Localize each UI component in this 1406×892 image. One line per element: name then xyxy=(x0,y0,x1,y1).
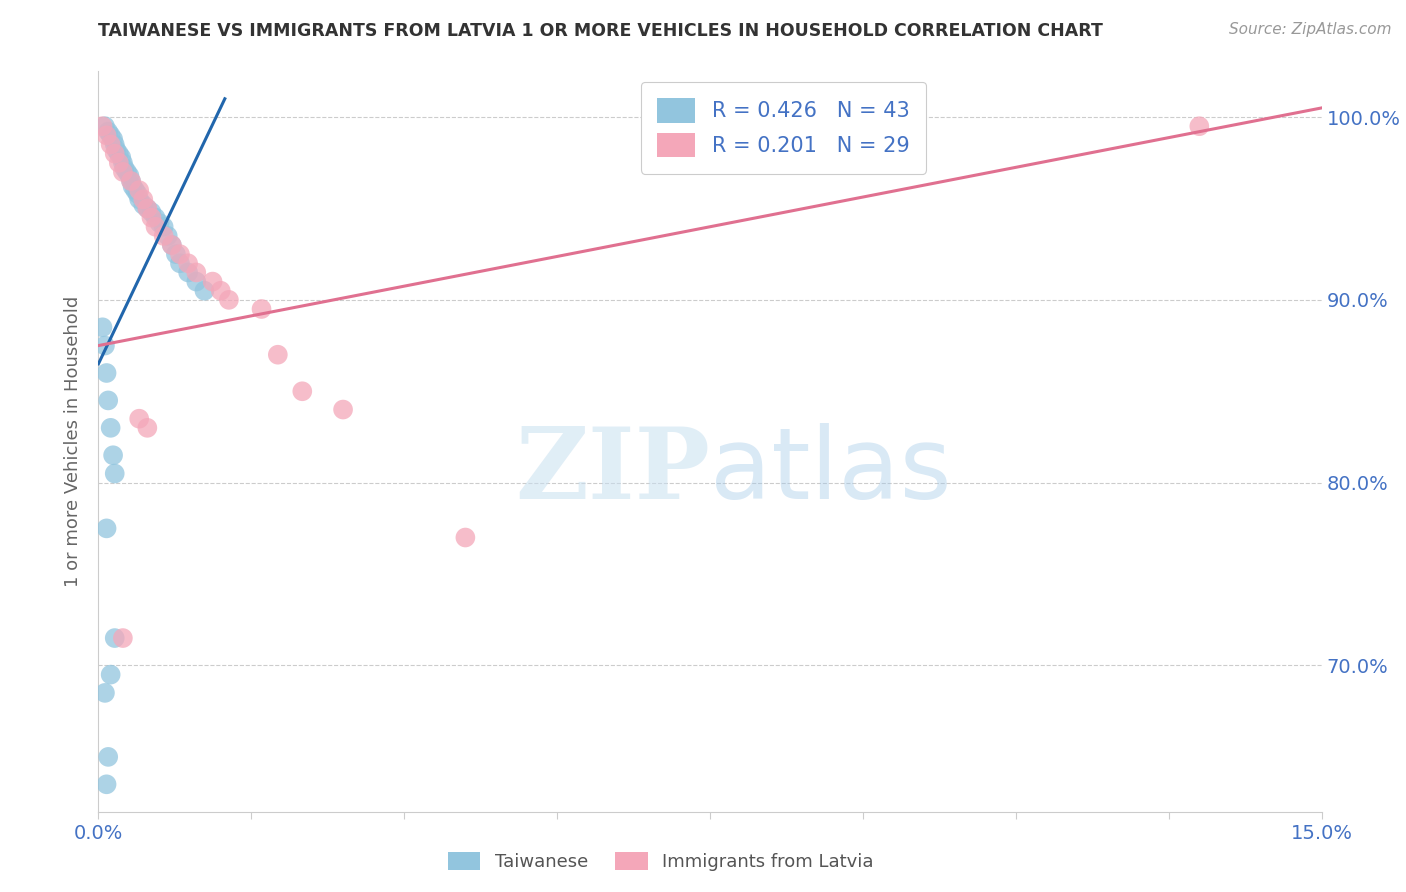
Point xyxy=(96,521,118,535)
Point xyxy=(136,421,159,435)
Point xyxy=(149,216,172,230)
Point xyxy=(160,238,183,252)
Point xyxy=(96,366,118,380)
Point xyxy=(186,265,208,279)
Legend: R = 0.426   N = 43, R = 0.201   N = 29: R = 0.426 N = 43, R = 0.201 N = 29 xyxy=(641,82,927,174)
Point xyxy=(291,384,314,399)
Point xyxy=(136,202,159,216)
Point xyxy=(209,284,232,298)
Point xyxy=(132,198,155,212)
Point xyxy=(201,275,224,289)
Point xyxy=(94,119,117,133)
Point xyxy=(127,186,149,201)
Point xyxy=(141,205,163,219)
Point xyxy=(145,211,167,225)
Point xyxy=(108,146,131,161)
Point xyxy=(97,750,120,764)
Point xyxy=(91,119,114,133)
Point xyxy=(96,128,118,143)
Point xyxy=(91,320,114,334)
Text: Source: ZipAtlas.com: Source: ZipAtlas.com xyxy=(1229,22,1392,37)
Point xyxy=(128,183,150,197)
Point xyxy=(115,165,138,179)
Point xyxy=(454,531,477,545)
Point xyxy=(94,686,117,700)
Point xyxy=(108,155,131,169)
Point xyxy=(132,192,155,206)
Point xyxy=(177,265,200,279)
Point xyxy=(169,256,191,270)
Point xyxy=(104,467,127,481)
Point xyxy=(124,183,146,197)
Point xyxy=(94,338,117,352)
Point xyxy=(177,256,200,270)
Text: TAIWANESE VS IMMIGRANTS FROM LATVIA 1 OR MORE VEHICLES IN HOUSEHOLD CORRELATION : TAIWANESE VS IMMIGRANTS FROM LATVIA 1 OR… xyxy=(98,22,1104,40)
Point xyxy=(128,192,150,206)
Point xyxy=(193,284,215,298)
Point xyxy=(111,165,134,179)
Point xyxy=(186,275,208,289)
Point xyxy=(267,348,290,362)
Point xyxy=(101,448,124,462)
Point xyxy=(105,143,128,157)
Point xyxy=(120,174,142,188)
Point xyxy=(218,293,240,307)
Point xyxy=(111,155,134,169)
Point xyxy=(96,777,118,791)
Point xyxy=(100,667,122,681)
Point xyxy=(104,146,127,161)
Point xyxy=(160,238,183,252)
Text: atlas: atlas xyxy=(710,423,952,520)
Point xyxy=(145,219,167,234)
Y-axis label: 1 or more Vehicles in Household: 1 or more Vehicles in Household xyxy=(65,296,83,587)
Point xyxy=(152,228,174,243)
Point xyxy=(101,132,124,146)
Point xyxy=(165,247,187,261)
Point xyxy=(97,125,120,139)
Point xyxy=(120,174,142,188)
Point xyxy=(332,402,354,417)
Legend: Taiwanese, Immigrants from Latvia: Taiwanese, Immigrants from Latvia xyxy=(440,845,882,879)
Point xyxy=(114,161,136,176)
Point xyxy=(110,150,132,164)
Point xyxy=(141,211,163,225)
Point xyxy=(104,631,127,645)
Point xyxy=(152,219,174,234)
Point xyxy=(136,202,159,216)
Point xyxy=(100,137,122,152)
Point xyxy=(250,301,273,316)
Text: ZIP: ZIP xyxy=(515,423,710,520)
Point xyxy=(97,393,120,408)
Point xyxy=(1188,119,1211,133)
Point xyxy=(169,247,191,261)
Point xyxy=(111,631,134,645)
Point xyxy=(121,179,143,194)
Point xyxy=(104,137,127,152)
Point xyxy=(118,169,141,183)
Point xyxy=(156,228,179,243)
Point xyxy=(128,411,150,425)
Point xyxy=(100,128,122,143)
Point xyxy=(100,421,122,435)
